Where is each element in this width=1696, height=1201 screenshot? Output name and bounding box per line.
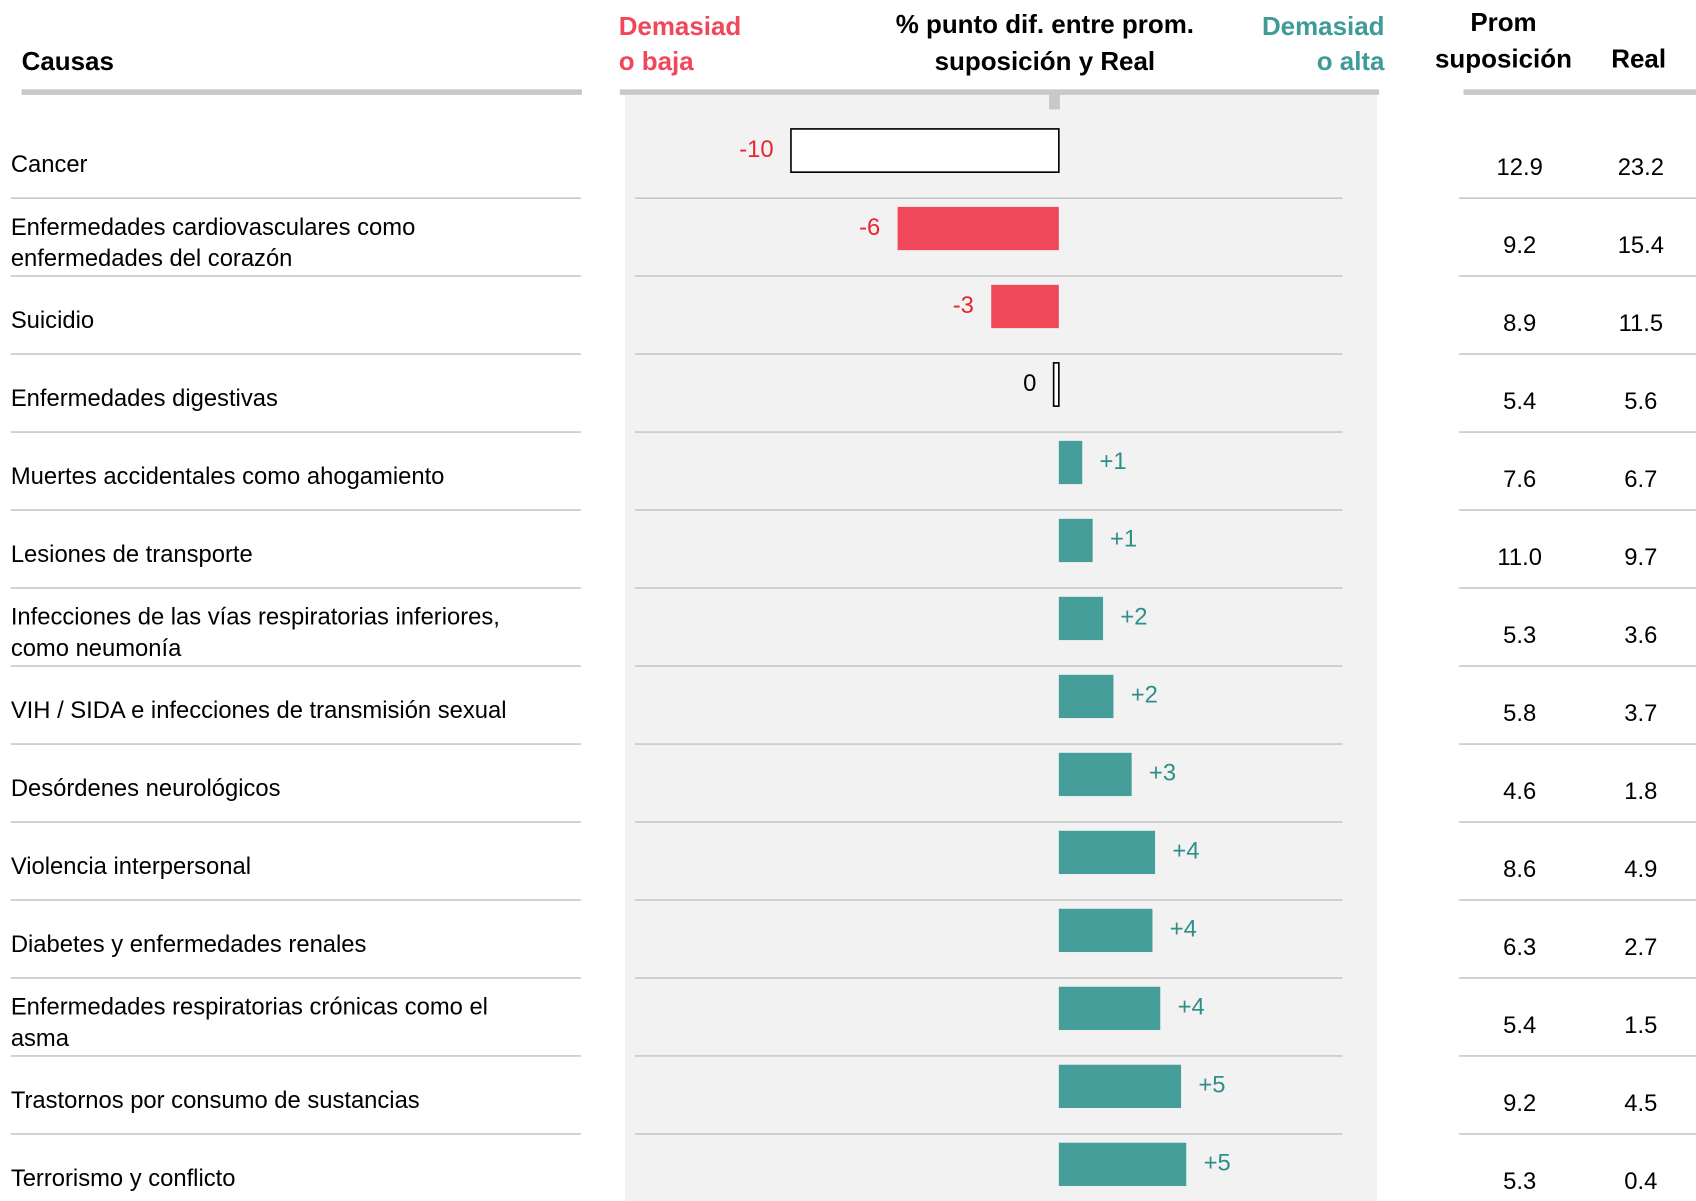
category-label: Infecciones de las vías respiratorias in… [11,604,500,631]
value-label: +1 [1100,448,1127,475]
table-cell: 2.7 [1624,934,1657,961]
column-header: Real [1611,46,1666,74]
bar [1058,674,1114,719]
chart-title: suposición y Real [935,48,1156,76]
table-cell: 0.4 [1624,1168,1657,1195]
value-label: -10 [739,136,773,163]
value-label: +1 [1110,526,1137,553]
table-cell: 9.2 [1503,1090,1536,1117]
chart-title: % punto dif. entre prom. [896,11,1194,39]
bar [790,128,1060,173]
category-label: VIH / SIDA e infecciones de transmisión … [11,697,507,724]
table-cell: 9.2 [1503,232,1536,259]
bar [1058,596,1104,641]
column-header: suposición [1435,46,1572,74]
bar [1058,986,1161,1031]
category-label: Terrorismo y conflicto [11,1165,236,1192]
value-label: -3 [953,292,974,319]
category-label: Cancer [11,151,88,178]
bar [1058,752,1132,797]
category-label: Violencia interpersonal [11,853,251,880]
table-cell: 23.2 [1618,154,1664,181]
category-label: Enfermedades digestivas [11,385,278,412]
table-cell: 5.4 [1503,1012,1536,1039]
value-label: +3 [1149,760,1176,787]
table-cell: 5.3 [1503,622,1536,649]
table-cell: 5.8 [1503,700,1536,727]
table-cell: 6.3 [1503,934,1536,961]
table-cell: 9.7 [1624,544,1657,571]
category-label: Lesiones de transporte [11,541,253,568]
bar [1058,830,1156,875]
category-label: Diabetes y enfermedades renales [11,931,367,958]
table-cell: 11.0 [1497,544,1542,571]
table-cell: 4.5 [1624,1090,1657,1117]
value-label: +5 [1198,1072,1225,1099]
table-cell: 4.6 [1503,778,1536,805]
bar [1058,1142,1187,1186]
value-label: -6 [859,214,880,241]
right-label: o alta [1317,48,1385,76]
left-label: Demasiad [619,13,742,41]
value-label: +4 [1172,838,1199,865]
bar [1058,518,1093,563]
value-label: +2 [1131,682,1158,709]
table-cell: 8.6 [1503,856,1536,883]
left-label: o baja [619,48,695,76]
value-label: +5 [1204,1150,1231,1177]
value-label: +4 [1178,994,1205,1021]
table-cell: 5.6 [1624,388,1657,415]
table-cell: 11.5 [1619,310,1664,337]
category-label: Enfermedades respiratorias crónicas como… [11,994,488,1021]
table-cell: 5.3 [1503,1168,1536,1195]
bar [1052,362,1060,407]
right-label: Demasiad [1262,13,1385,41]
value-label: +2 [1120,604,1147,631]
bar [1058,908,1153,953]
categories-header: Causas [22,48,114,76]
table-cell: 5.4 [1503,388,1536,415]
table-cell: 7.6 [1503,466,1536,493]
panel-background [625,92,1377,1201]
table-cell: 1.5 [1624,1012,1657,1039]
category-label: como neumonía [11,635,182,662]
value-label: 0 [1023,370,1036,397]
bar [991,284,1059,329]
table-cell: 3.6 [1624,622,1657,649]
category-label: Trastornos por consumo de sustancias [11,1087,420,1114]
zero-marker [1049,92,1060,110]
category-label: Muertes accidentales como ahogamiento [11,463,445,490]
bar [1058,1064,1182,1109]
table-cell: 6.7 [1624,466,1657,493]
category-label: Desórdenes neurológicos [11,775,281,802]
bar [897,206,1059,251]
bar [1058,440,1083,485]
value-label: +4 [1170,916,1197,943]
table-cell: 4.9 [1624,856,1657,883]
category-label: Suicidio [11,307,94,334]
table-cell: 1.8 [1624,778,1657,805]
table-cell: 15.4 [1618,232,1664,259]
category-label: Enfermedades cardiovasculares como [11,214,415,241]
table-cell: 12.9 [1497,154,1543,181]
table-cell: 3.7 [1624,700,1657,727]
category-label: enfermedades del corazón [11,245,293,272]
category-label: asma [11,1025,70,1052]
table-cell: 8.9 [1503,310,1536,337]
column-header: Prom [1470,9,1536,37]
